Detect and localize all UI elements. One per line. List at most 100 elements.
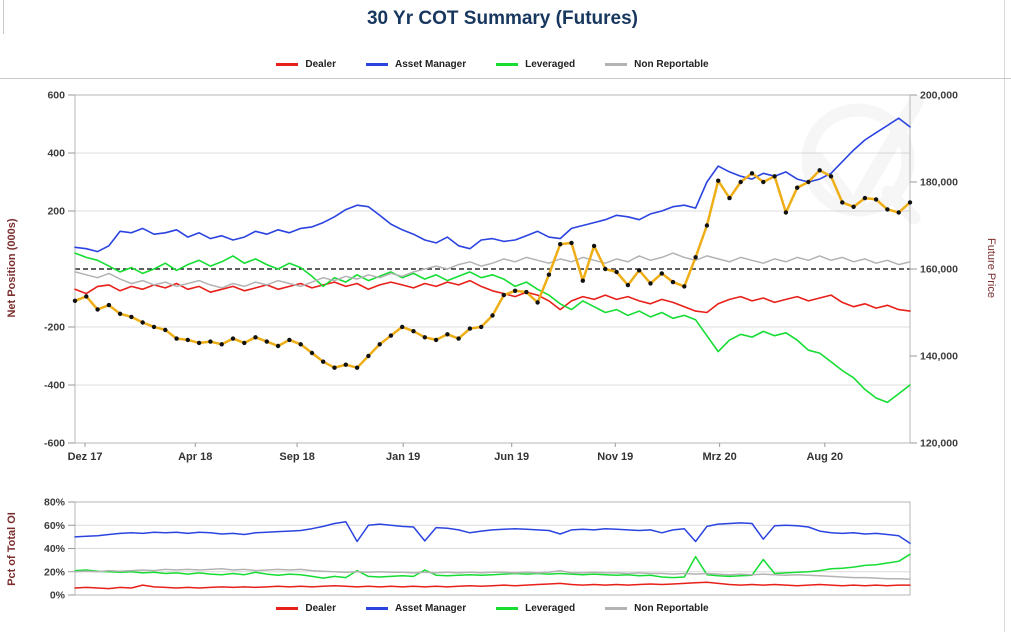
pct-tick-label: 80% (44, 497, 66, 509)
pct-series-asset-manager-line (74, 521, 911, 545)
series-future-price-marker (343, 362, 348, 367)
series-future-price-marker (332, 365, 337, 370)
legend-label: Leveraged (525, 58, 576, 70)
axis-label-pct-total-oi: Pct of Total OI (6, 512, 18, 586)
series-future-price-marker (704, 223, 710, 228)
series-future-price-marker (569, 240, 574, 246)
series-future-price-marker (219, 342, 224, 347)
series-future-price-marker (456, 336, 461, 341)
pct-series-leveraged-line (74, 553, 911, 579)
x-tick-label: Nov 19 (597, 451, 633, 463)
series-future-price-marker (354, 365, 360, 370)
series-future-price-marker (275, 343, 281, 349)
y-left-tick-label: -400 (44, 380, 65, 392)
series-future-price-marker (840, 200, 845, 205)
series-future-price-marker (140, 320, 145, 325)
legend-label: Asset Manager (394, 602, 467, 614)
legend-item-non-reportable[interactable]: Non Reportable (605, 59, 709, 70)
series-future-price-marker (749, 171, 755, 176)
pct-tick-label: 20% (44, 566, 66, 578)
series-future-price-marker (287, 337, 292, 343)
series-leveraged-line (74, 252, 911, 404)
legend-item-asset-manager[interactable]: Asset Manager (365, 602, 467, 614)
series-future-price-marker (806, 179, 811, 185)
series-future-price-marker (670, 279, 676, 285)
legend-item-dealer[interactable]: Dealer (276, 603, 336, 614)
series-non-reportable-line (74, 252, 911, 289)
series-future-price-marker (433, 337, 439, 343)
legend-item-leveraged[interactable]: Leveraged (496, 603, 575, 614)
y-right-tick-label: 180,000 (920, 177, 958, 189)
y-left-tick-label: -200 (44, 322, 65, 334)
series-future-price-marker (896, 210, 901, 215)
series-future-price-marker (151, 324, 157, 330)
legend-swatch-asset-manager (365, 62, 388, 66)
legend-label: Asset Manager (394, 58, 467, 70)
series-future-price-marker (196, 340, 202, 346)
legend-label: Dealer (305, 58, 336, 70)
legend-swatch-dealer (276, 606, 299, 610)
legend-swatch-asset-manager (365, 606, 388, 610)
series-future-price-marker (716, 178, 721, 183)
series-future-price-marker (828, 174, 834, 179)
series-future-price-marker (411, 329, 416, 334)
series-future-price-marker (309, 350, 315, 356)
series-future-price-marker (693, 255, 698, 260)
series-future-price-marker (174, 336, 179, 341)
series-future-price-marker (129, 314, 134, 320)
series-future-price-marker (242, 340, 247, 346)
series-future-price-marker (546, 272, 552, 277)
series-future-price-marker (208, 339, 213, 344)
series-future-price-marker (907, 200, 913, 205)
x-tick-label: Mrz 20 (702, 451, 736, 463)
legend-swatch-dealer (276, 62, 299, 66)
series-future-price-marker (535, 300, 540, 305)
x-tick-label: Jan 19 (386, 451, 420, 463)
legend-swatch-non-reportable (605, 606, 628, 610)
series-future-price-marker (885, 207, 890, 212)
series-future-price-marker (558, 242, 563, 247)
series-future-price-marker (524, 289, 529, 295)
series-future-price-marker (479, 324, 484, 330)
series-future-price-marker (185, 337, 190, 343)
x-tick-label: Sep 18 (279, 451, 314, 463)
series-future-price-marker (783, 210, 789, 215)
series-future-price-marker (738, 179, 743, 185)
series-future-price-marker (377, 342, 382, 347)
axis-label-future-price: Future Price (985, 238, 997, 298)
legend-item-leveraged[interactable]: Leveraged (496, 59, 575, 70)
series-future-price-marker (637, 268, 642, 273)
series-future-price-marker (490, 313, 495, 318)
pct-series-non-reportable-line (74, 568, 911, 581)
series-future-price-marker (253, 335, 258, 340)
legend-item-non-reportable[interactable]: Non Reportable (605, 602, 709, 614)
legend-label: Dealer (305, 602, 336, 614)
series-future-price-marker (873, 197, 879, 202)
series-future-price-marker (106, 302, 112, 308)
header-separator (0, 78, 1011, 79)
series-future-price-marker (659, 271, 664, 276)
series-future-price-marker (366, 353, 371, 359)
series-future-price-marker (851, 204, 856, 209)
legend-top: Dealer Asset Manager Leveraged Non Reportab… (75, 57, 910, 71)
legend-item-asset-manager[interactable]: Asset Manager (365, 58, 467, 70)
pct-tick-label: 0% (50, 590, 66, 602)
x-tick-label: Dez 17 (68, 451, 103, 463)
legend-label: Non Reportable (634, 602, 709, 614)
panel-border-right (1004, 0, 1005, 632)
legend-item-dealer[interactable]: Dealer (276, 59, 336, 70)
series-future-price-marker (230, 336, 236, 341)
series-future-price-marker (467, 326, 473, 331)
y-right-tick-label: 140,000 (920, 351, 958, 363)
legend-label: Leveraged (525, 602, 576, 614)
legend-swatch-non-reportable (605, 62, 628, 66)
series-future-price-marker (264, 339, 269, 344)
legend-swatch-leveraged (496, 606, 519, 610)
legend-swatch-leveraged (496, 62, 519, 66)
pct-tick-label: 40% (44, 543, 66, 555)
y-left-tick-label: 400 (47, 148, 65, 160)
window-border-left (3, 0, 4, 34)
y-right-tick-label: 160,000 (920, 264, 958, 276)
pct-series-dealer-line (74, 581, 911, 590)
y-right-tick-label: 120,000 (920, 438, 958, 450)
